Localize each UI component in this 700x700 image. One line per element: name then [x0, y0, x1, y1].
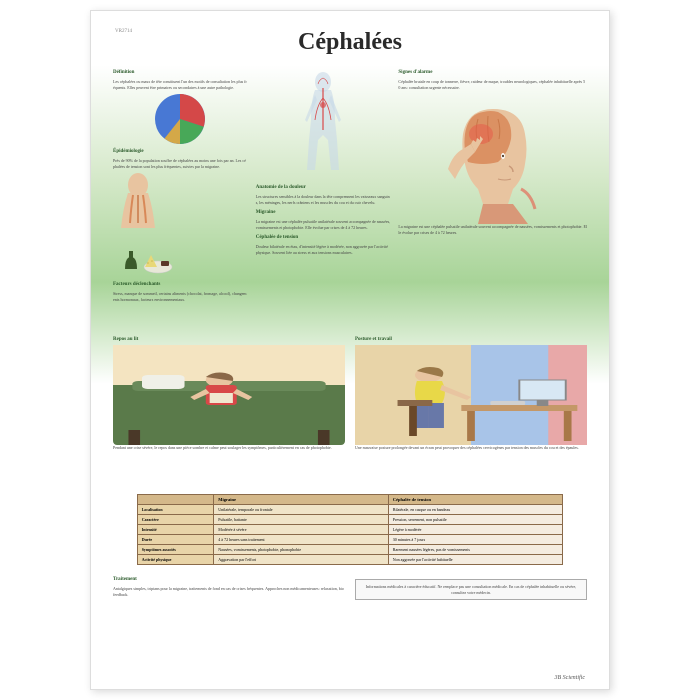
disclaimer-box: Informations médicales à caractère éduca… — [355, 579, 587, 600]
tension-heading: Céphalée de tension — [256, 234, 391, 241]
cell-migraine: 4 à 72 heures sans traitement — [214, 535, 388, 545]
table-row: IntensitéModérée à sévèreLégère à modéré… — [137, 525, 563, 535]
row-label: Intensité — [137, 525, 214, 535]
food-triggers-illustration — [113, 237, 173, 277]
cell-migraine: Unilatérale, temporale ou frontale — [214, 505, 388, 515]
intro-heading: Définition — [113, 69, 248, 76]
anatomy-body-illustration — [293, 70, 353, 180]
table-header-tension: Céphalée de tension — [388, 495, 563, 505]
cell-migraine: Aggravation par l'effort — [214, 555, 388, 565]
warning-heading: Signes d'alarme — [398, 69, 587, 76]
migraine-text: La migraine est une céphalée pulsatile u… — [256, 219, 391, 230]
table-row: Symptômes associésNausées, vomissements,… — [137, 545, 563, 555]
comparison-table: Migraine Céphalée de tension Localisatio… — [137, 494, 564, 565]
anatomy-heading: Anatomie de la douleur — [256, 184, 391, 191]
triggers-text: Stress, manque de sommeil, certains alim… — [113, 291, 248, 302]
table-row: Activité physiqueAggravation par l'effor… — [137, 555, 563, 565]
head-caption: La migraine est une céphalée pulsatile u… — [398, 224, 587, 235]
epidemiology-pie-chart — [155, 94, 205, 144]
cell-tension: Pression, serrement, non pulsatile — [388, 515, 563, 525]
cell-tension: Légère à modérée — [388, 525, 563, 535]
table-header-row: Migraine Céphalée de tension — [137, 495, 563, 505]
table-header-blank — [137, 495, 214, 505]
posture-text: Une mauvaise posture prolongée devant un… — [355, 445, 587, 451]
column-middle: Anatomie de la douleur Les structures se… — [256, 66, 391, 326]
computer-scene-illustration — [355, 345, 587, 445]
footer-column: Informations médicales à caractère éduca… — [355, 573, 587, 601]
cell-tension: 30 minutes à 7 jours — [388, 535, 563, 545]
treatment-heading: Traitement — [113, 576, 345, 583]
bed-rest-panel: Repos au lit Pendant une crise — [113, 334, 345, 484]
row-label: Activité physique — [137, 555, 214, 565]
triggers-heading: Facteurs déclenchants — [113, 281, 248, 288]
table-header-migraine: Migraine — [214, 495, 388, 505]
anatomy-text: Les structures sensibles à la douleur da… — [256, 194, 391, 205]
cell-tension: Non aggravée par l'activité habituelle — [388, 555, 563, 565]
table-row: Durée4 à 72 heures sans traitement30 min… — [137, 535, 563, 545]
cell-migraine: Modérée à sévère — [214, 525, 388, 535]
table-row: LocalisationUnilatérale, temporale ou fr… — [137, 505, 563, 515]
top-section: Définition Les céphalées ou maux de tête… — [113, 66, 587, 326]
cell-migraine: Pulsatile, battante — [214, 515, 388, 525]
row-label: Symptômes associés — [137, 545, 214, 555]
treatment-text: Antalgiques simples, triptans pour la mi… — [113, 586, 345, 597]
mid-section: Repos au lit Pendant une crise — [113, 334, 587, 484]
computer-posture-panel: Posture et travail — [355, 334, 587, 484]
medical-poster: VR2714 Céphalées Définition Les céphalée… — [90, 10, 610, 690]
bottom-section: Traitement Antalgiques simples, triptans… — [113, 573, 587, 601]
migraine-heading: Migraine — [256, 209, 391, 216]
posture-heading: Posture et travail — [355, 337, 587, 342]
row-label: Durée — [137, 535, 214, 545]
poster-title: Céphalées — [113, 29, 587, 56]
rest-heading: Repos au lit — [113, 337, 345, 342]
head-pain-illustration — [433, 94, 553, 224]
table-row: CaractèrePulsatile, battantePression, se… — [137, 515, 563, 525]
tension-text: Douleur bilatérale en étau, d'intensité … — [256, 244, 391, 255]
rest-text: Pendant une crise sévère, le repos dans … — [113, 445, 345, 451]
cell-migraine: Nausées, vomissements, photophobie, phon… — [214, 545, 388, 555]
publisher-logo: 3B Scientific — [555, 675, 586, 681]
row-label: Localisation — [137, 505, 214, 515]
bed-scene-illustration — [113, 345, 345, 445]
row-label: Caractère — [137, 515, 214, 525]
column-right: Signes d'alarme Céphalée brutale en coup… — [398, 66, 587, 326]
epi-text: Près de 90% de la population souffre de … — [113, 158, 248, 169]
treatment-column: Traitement Antalgiques simples, triptans… — [113, 573, 345, 601]
cell-tension: Rarement nausées légères, pas de vomisse… — [388, 545, 563, 555]
product-code: VR2714 — [115, 29, 132, 34]
comparison-table-section: Migraine Céphalée de tension Localisatio… — [113, 494, 587, 565]
warning-text: Céphalée brutale en coup de tonnerre, fi… — [398, 79, 587, 90]
cell-tension: Bilatérale, en casque ou en bandeau — [388, 505, 563, 515]
neck-illustration — [113, 173, 163, 233]
epi-heading: Épidémiologie — [113, 148, 248, 155]
column-left: Définition Les céphalées ou maux de tête… — [113, 66, 248, 326]
intro-text: Les céphalées ou maux de tête constituen… — [113, 79, 248, 90]
